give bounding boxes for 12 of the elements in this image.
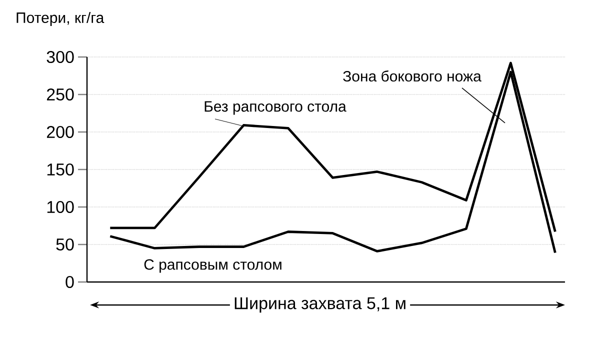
- y-tick-label: 200: [46, 126, 74, 138]
- y-tick-label: 150: [47, 163, 74, 176]
- y-tick-label: 300: [46, 50, 74, 64]
- y-tick-label: 50: [56, 238, 74, 251]
- y-tick-label: 0: [66, 276, 74, 288]
- x-axis-title: Ширина захвата 5,1 м: [234, 297, 406, 313]
- series-label: Без рапсового стола: [204, 101, 346, 115]
- annotation: Зона бокового ножа: [343, 70, 482, 82]
- series-label: С рапсовым столом: [144, 259, 282, 273]
- y-tick-label: 250: [46, 88, 74, 101]
- y-axis-title: Потери, кг/га: [16, 12, 104, 26]
- y-tick-label: 100: [47, 200, 74, 214]
